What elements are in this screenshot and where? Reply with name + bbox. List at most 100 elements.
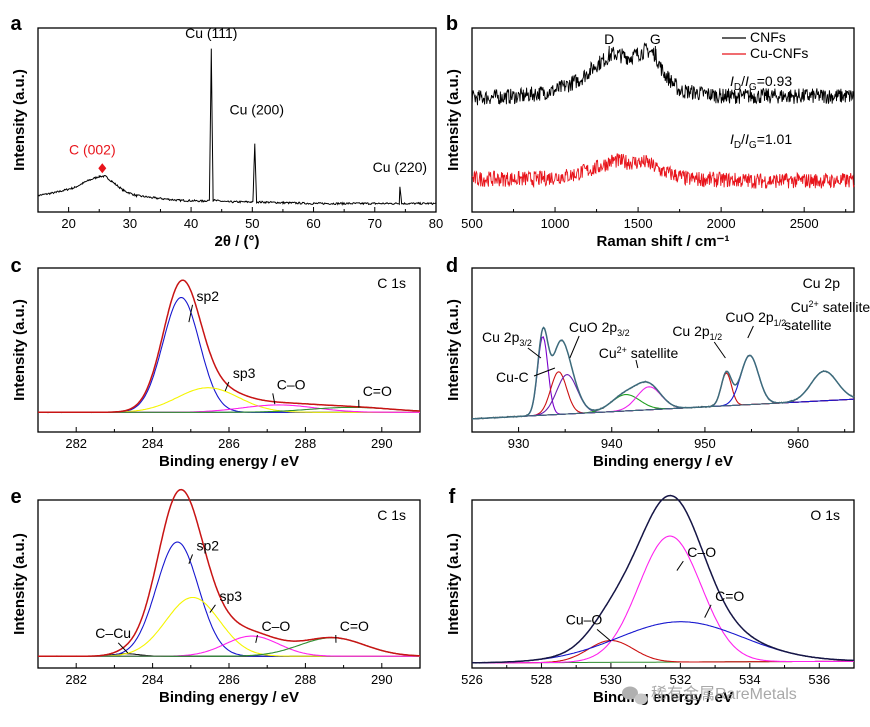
leader-line	[676, 560, 684, 571]
x-tick-label: 532	[670, 672, 692, 687]
label-cu-2p3-2: Cu 2p3/2	[482, 329, 532, 348]
panel-label: b	[446, 13, 458, 35]
x-tick-label: 2500	[790, 216, 819, 231]
x-axis-label: 2θ / (°)	[215, 233, 260, 250]
annotation-cu111: Cu (111)	[185, 25, 237, 41]
envelope-fit-line	[472, 494, 854, 664]
x-tick-label: 500	[461, 216, 483, 231]
label-c-eq-o: C=O	[715, 588, 744, 604]
label-sp3: sp3	[219, 588, 242, 604]
x-tick-label: 284	[142, 672, 164, 687]
y-axis-label: Intensity (a.u.)	[11, 69, 28, 171]
x-tick-label: 528	[531, 672, 553, 687]
x-tick-label: 80	[429, 216, 443, 231]
panel-label: c	[10, 255, 21, 277]
panel-e: 282 284 286 288 290 e Binding energy / eV Inten…	[10, 486, 421, 706]
component-peak	[471, 371, 855, 420]
x-tick-label: 1000	[541, 216, 570, 231]
x-tick-label: 50	[245, 216, 259, 231]
panel-title: O 1s	[810, 507, 840, 523]
label-cu-o: Cu–O	[566, 611, 603, 627]
envelope-fit-line	[471, 326, 855, 420]
component-peak	[472, 535, 854, 664]
leader-line	[188, 554, 193, 565]
leader-line	[704, 604, 712, 618]
x-tick-label: 536	[808, 672, 830, 687]
ratio-label-cnfs: ID/IG=0.93	[730, 73, 792, 93]
envelope-fit-line	[38, 488, 421, 657]
x-axis-label: Binding energy / eV	[159, 689, 299, 706]
wechat-bubble-large	[622, 686, 638, 700]
leader-line	[635, 359, 639, 369]
label-cu-2p1-2: Cu 2p1/2	[672, 323, 722, 342]
panel-title: C 1s	[377, 507, 406, 523]
x-tick-label: 534	[739, 672, 761, 687]
panel-d: 930 940 950 960 d Binding energy / eV Intensit…	[445, 255, 870, 470]
label-sp3: sp3	[233, 365, 256, 381]
x-tick-label: 930	[508, 436, 530, 451]
wechat-icon	[622, 686, 648, 705]
leader-line	[533, 367, 556, 377]
ratio-label-cu-cnfs: ID/IG=1.01	[730, 131, 792, 151]
watermark: 稀有金属RareMetals	[622, 685, 797, 705]
xrd-series-line	[37, 48, 437, 206]
x-tick-label: 290	[371, 436, 393, 451]
legend-label: CNFs	[750, 29, 786, 45]
annotation-d-band: D	[604, 31, 614, 47]
annotation-g-band: G	[650, 31, 661, 47]
plot-frame	[37, 27, 437, 213]
label-c-eq-o: C=O	[363, 383, 392, 399]
y-axis-label: Intensity (a.u.)	[445, 69, 462, 171]
leader-line	[596, 628, 612, 642]
label-cuo-2p3-2: CuO 2p3/2	[569, 319, 630, 338]
x-tick-label: 60	[306, 216, 320, 231]
y-axis-label: Intensity (a.u.)	[11, 533, 28, 635]
label-c-o: C–O	[687, 544, 716, 560]
leader-line	[713, 341, 726, 359]
y-axis-label: Intensity (a.u.)	[445, 299, 462, 401]
component-peak	[471, 370, 855, 420]
x-tick-label: 282	[65, 672, 87, 687]
x-tick-label: 526	[461, 672, 483, 687]
label-cuo-2p1-2: CuO 2p1/2	[725, 309, 786, 328]
x-tick-label: 530	[600, 672, 622, 687]
x-tick-label: 20	[61, 216, 75, 231]
c002-diamond-marker	[98, 163, 107, 174]
panel-a: 20 30 40 50 60 70 80 a 2θ / (°) Intensity (a.u.) C…	[10, 13, 443, 250]
leader-line	[527, 347, 542, 359]
panel-c: 282 284 286 288 290 c Binding energy / eV Inten…	[10, 255, 421, 470]
label-c-cu: C–Cu	[95, 625, 131, 641]
y-axis-label: Intensity (a.u.)	[11, 299, 28, 401]
leader-line	[224, 381, 230, 392]
raman-series-line	[471, 42, 855, 106]
panel-b: 500 1000 1500 2000 2500 b Raman shift / cm⁻¹ In…	[445, 13, 855, 250]
x-tick-label: 960	[787, 436, 809, 451]
raw-data-line	[471, 494, 855, 664]
wechat-bubble-small	[634, 693, 648, 705]
x-tick-label: 30	[123, 216, 137, 231]
leader-line	[569, 335, 580, 359]
x-tick-label: 40	[184, 216, 198, 231]
x-tick-label: 286	[218, 672, 240, 687]
annotation-cu220: Cu (220)	[373, 159, 427, 175]
panel-label: e	[10, 486, 21, 508]
x-tick-label: 290	[371, 672, 393, 687]
label-c-o: C–O	[277, 376, 306, 392]
x-tick-label: 282	[65, 436, 87, 451]
label-c-o: C–O	[261, 618, 290, 634]
panel-label: a	[10, 13, 22, 35]
label-sp2: sp2	[197, 537, 220, 553]
annotation-cu200: Cu (200)	[230, 101, 284, 117]
x-axis-label: Binding energy / eV	[593, 453, 733, 470]
label-cu2-satellite-2-line2: satellite	[784, 317, 832, 333]
annotation-c002: C (002)	[69, 141, 116, 157]
plot-frame	[471, 27, 855, 213]
x-tick-label: 284	[142, 436, 164, 451]
leader-line	[747, 325, 754, 339]
envelope-fit-line	[38, 279, 420, 414]
x-tick-label: 1500	[624, 216, 653, 231]
x-tick-label: 288	[295, 436, 317, 451]
leader-line	[188, 304, 194, 323]
label-c-eq-o: C=O	[340, 618, 369, 634]
